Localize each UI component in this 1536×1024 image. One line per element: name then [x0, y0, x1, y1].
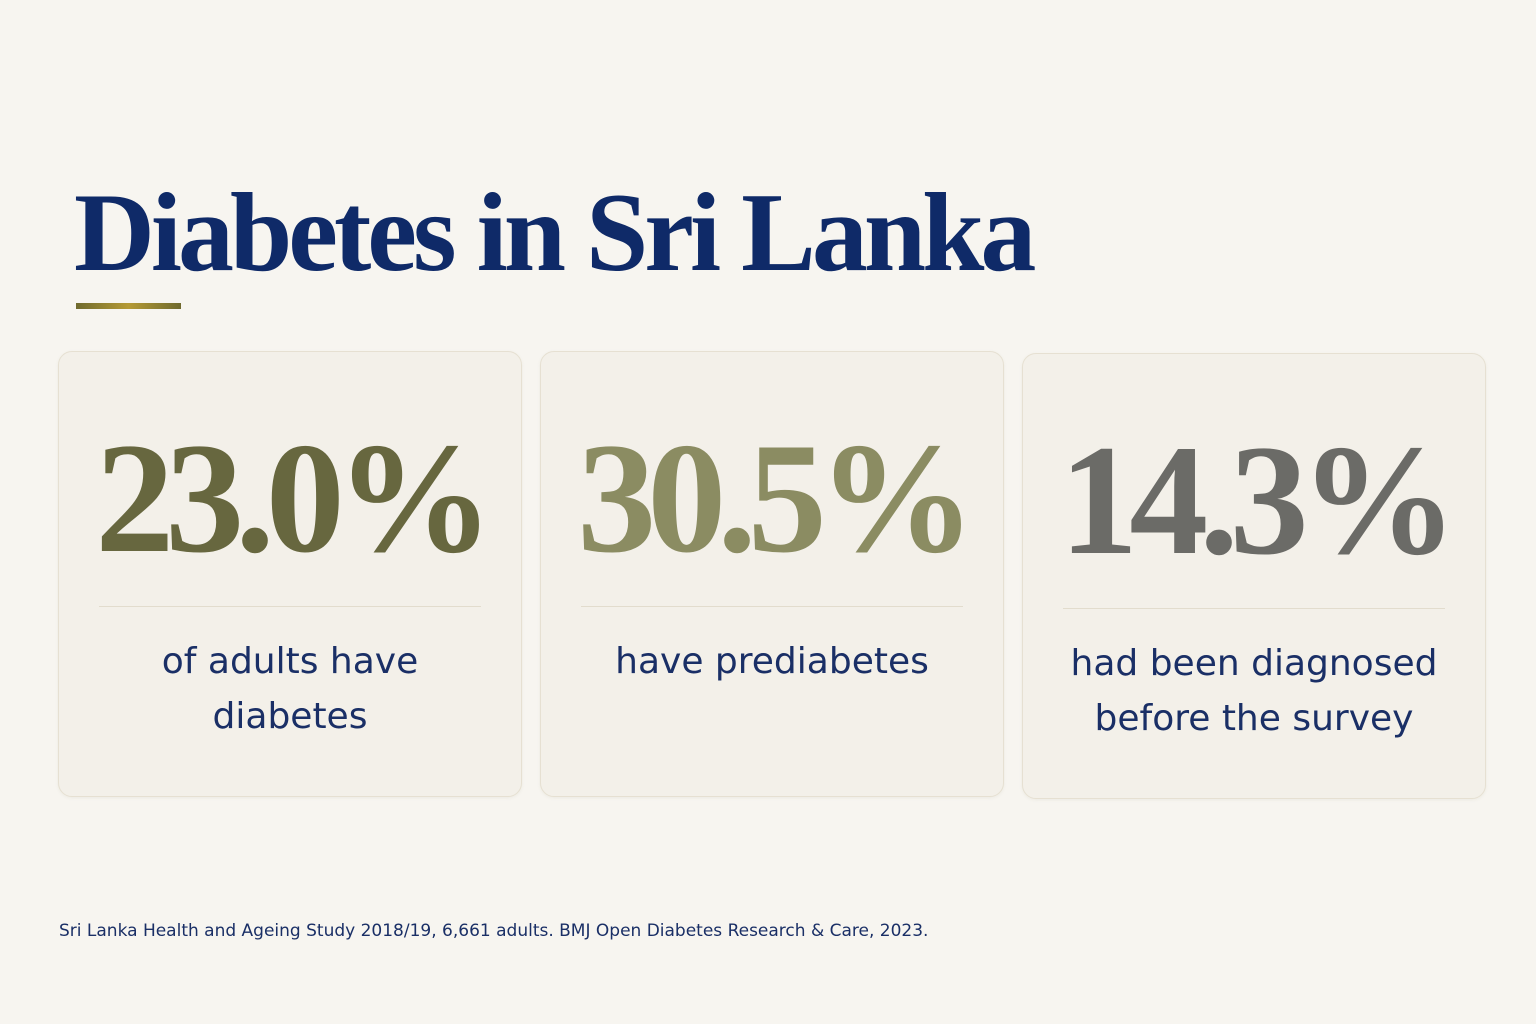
- stat-label: of adults have diabetes: [161, 641, 419, 737]
- stat-divider: [581, 606, 963, 607]
- stat-card-diabetes: 23.0% of adults have diabetes: [58, 351, 522, 797]
- stat-label: had been diagnosed before the survey: [1070, 643, 1438, 739]
- source-citation: Sri Lanka Health and Ageing Study 2018/1…: [59, 921, 929, 941]
- page-title: Diabetes in Sri Lanka: [74, 171, 1036, 295]
- stat-card-prediabetes: 30.5% have prediabetes: [540, 351, 1004, 797]
- stat-label: have prediabetes: [615, 641, 929, 682]
- stat-value: 14.3%: [1059, 413, 1458, 588]
- stat-divider: [1063, 608, 1445, 609]
- stat-value: 30.5%: [577, 411, 976, 586]
- stat-card-diagnosed: 14.3% had been diagnosed before the surv…: [1022, 353, 1486, 799]
- stat-divider: [99, 606, 481, 607]
- title-accent-rule: [76, 303, 181, 309]
- stat-value: 23.0%: [95, 411, 494, 586]
